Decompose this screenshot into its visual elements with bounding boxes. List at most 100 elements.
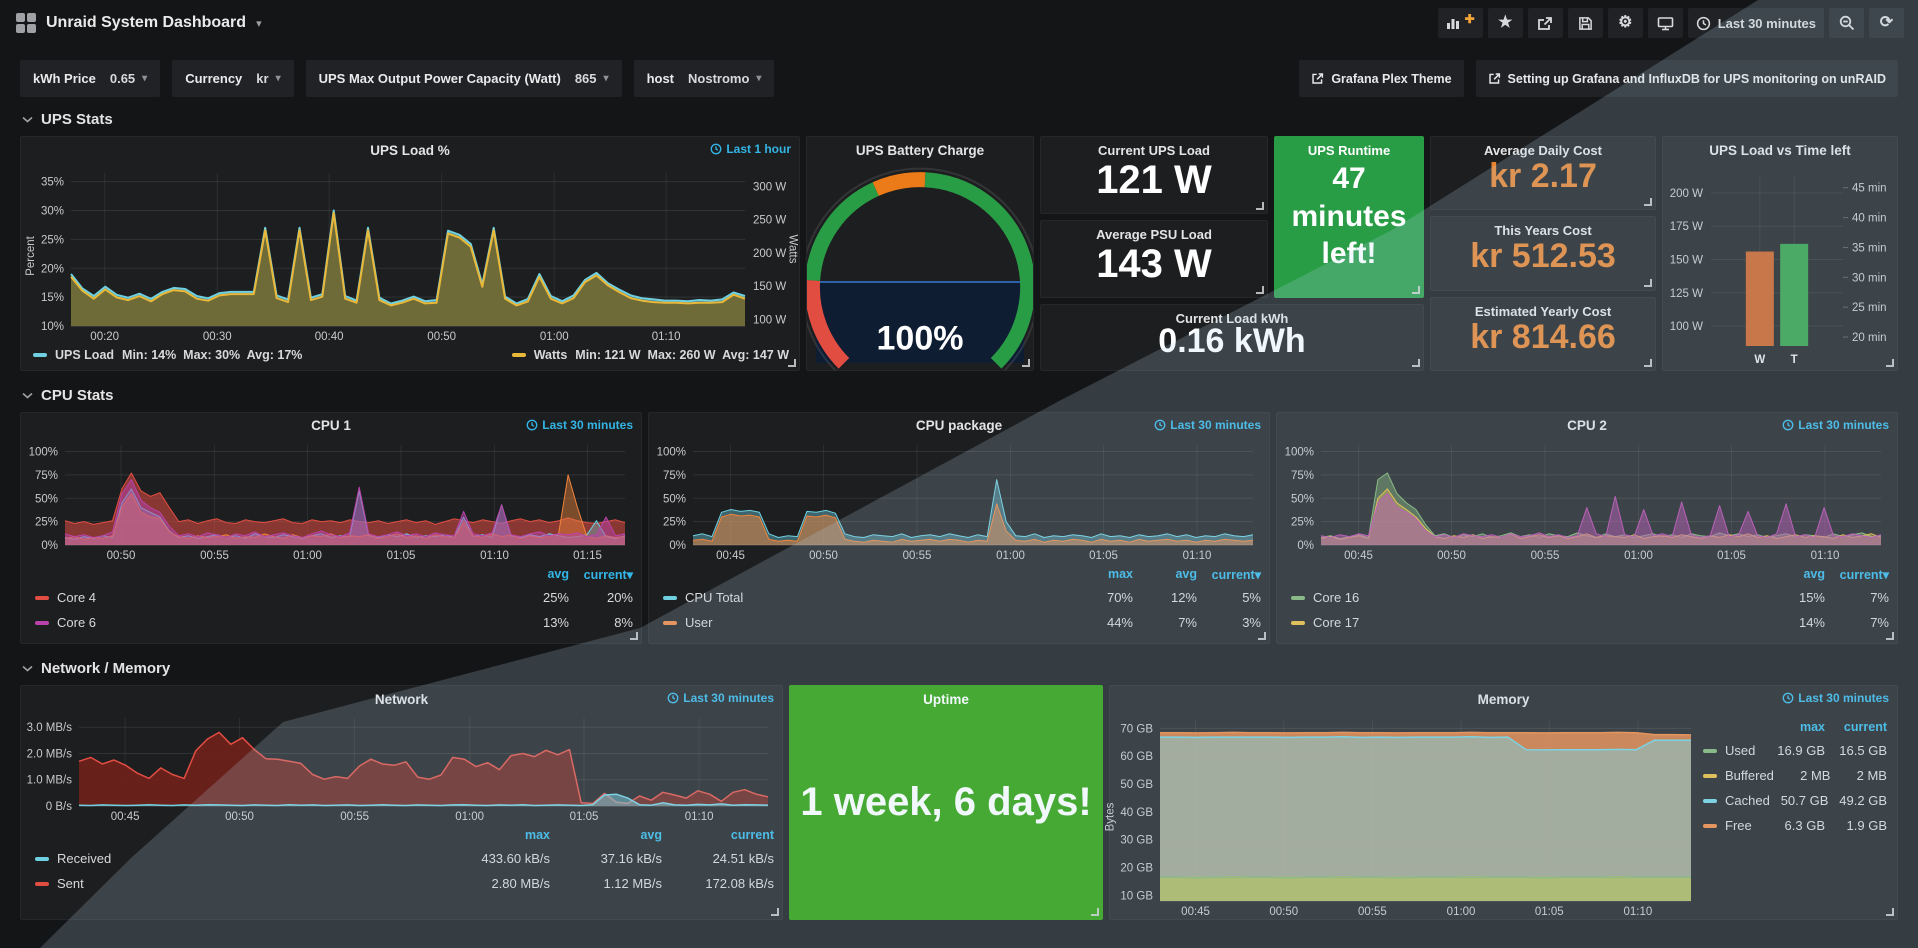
legend-col-header[interactable]: avg	[547, 567, 569, 581]
legend-swatch	[511, 353, 526, 357]
legend-series-name[interactable]: Core 6	[57, 615, 97, 630]
refresh-button[interactable]: ⟳	[1869, 8, 1904, 38]
legend-row: Core 16 15% 7%	[1291, 585, 1889, 610]
legend-col-header[interactable]: current▾	[1211, 567, 1261, 582]
zoom-out-button[interactable]	[1829, 8, 1864, 38]
star-button[interactable]: ★	[1487, 8, 1523, 38]
link-grafana-plex-theme[interactable]: Grafana Plex Theme	[1299, 60, 1464, 97]
panel-title[interactable]: UPS Battery Charge	[855, 142, 985, 158]
cpu1-chart[interactable]: 00:50 00:55 01:00 01:05 01:10 01:15 0% 25% 50% 75…	[23, 437, 639, 563]
add-panel-button[interactable]: ✚	[1437, 8, 1483, 38]
dashboard-title[interactable]: Unraid System Dashboard	[46, 14, 247, 31]
panel-title[interactable]: UPS Runtime	[1307, 143, 1391, 158]
legend-series-name[interactable]: Used	[1725, 743, 1756, 758]
legend-value: 7%	[1870, 590, 1889, 605]
panel-title[interactable]: Memory	[1477, 691, 1530, 707]
panel-time-range[interactable]: Last 30 minutes	[1782, 418, 1889, 432]
panel-title[interactable]: This Years Cost	[1494, 223, 1592, 239]
dashboard-grid-icon[interactable]	[16, 13, 36, 33]
panel-time-range[interactable]: Last 30 minutes	[667, 691, 774, 705]
legend-swatch	[663, 620, 677, 625]
panel-title[interactable]: UPS Load %	[370, 142, 450, 158]
legend-series-name[interactable]: UPS Load	[55, 348, 115, 362]
load-vs-time-bar-chart[interactable]: 100 W 125 W 150 W 175 W 200 W 20 min 25 min 30 …	[1663, 163, 1897, 368]
legend-series-name[interactable]: CPU Total	[685, 590, 744, 605]
panel-title[interactable]: Average PSU Load	[1096, 227, 1212, 242]
legend-col-header[interactable]: current	[1843, 720, 1887, 734]
svg-text:15%: 15%	[41, 292, 64, 304]
legend-row: Core 17 14% 7%	[1291, 610, 1889, 635]
panel-title[interactable]: UPS Load vs Time left	[1709, 142, 1851, 158]
section-cpu-stats[interactable]: CPU Stats	[22, 387, 1898, 404]
settings-button[interactable]: ⚙	[1607, 8, 1643, 38]
tv-mode-button[interactable]	[1647, 8, 1683, 38]
legend-col-header[interactable]: avg	[640, 828, 662, 842]
panel-title[interactable]: CPU 2	[1567, 417, 1607, 433]
time-range-button[interactable]: Last 30 minutes	[1687, 8, 1824, 38]
battery-charge-gauge[interactable]: 02050100100%	[807, 163, 1033, 370]
share-button[interactable]	[1527, 8, 1563, 38]
cpu2-chart[interactable]: 00:45 00:50 00:55 01:00 01:05 01:10 0% 25% 50% 75…	[1279, 437, 1895, 563]
panel-title[interactable]: Network	[374, 691, 429, 707]
variable-kwh-price[interactable]: kWh Price 0.65 ▾	[20, 60, 161, 97]
svg-text:0 B/s: 0 B/s	[46, 801, 72, 813]
legend-series-name[interactable]: Watts	[533, 348, 568, 362]
section-ups-stats[interactable]: UPS Stats	[22, 111, 1898, 128]
panel-time-range[interactable]: Last 30 minutes	[1782, 691, 1889, 705]
panel-title[interactable]: Current UPS Load	[1098, 143, 1210, 158]
legend-series-name[interactable]: Free	[1725, 818, 1752, 833]
svg-text:100%: 100%	[29, 447, 58, 459]
panel-title[interactable]: Estimated Yearly Cost	[1474, 303, 1612, 319]
legend-series-name[interactable]: Core 16	[1313, 590, 1360, 605]
legend-series-name[interactable]: User	[685, 615, 713, 630]
network-chart[interactable]: 00:45 00:50 00:55 01:00 01:05 01:10 0 B/s 1.0 M…	[21, 712, 782, 824]
ups-load-chart[interactable]: 00:20 00:30 00:40 00:50 01:00 01:10 10% 15% 20% 2…	[25, 163, 795, 344]
legend-series-name[interactable]: Cached	[1725, 793, 1770, 808]
panel-title[interactable]: Uptime	[923, 691, 969, 707]
legend-series-name[interactable]: Sent	[57, 876, 84, 891]
memory-chart[interactable]: 00:45 00:50 00:55 01:00 01:05 01:10 10 GB 20 GB…	[1110, 712, 1701, 919]
svg-text:00:55: 00:55	[903, 550, 932, 562]
legend-col-header[interactable]: max	[1107, 567, 1133, 581]
save-button[interactable]	[1567, 8, 1603, 38]
link-ups-monitoring-guide[interactable]: Setting up Grafana and InfluxDB for UPS …	[1475, 60, 1898, 97]
panel-time-range[interactable]: Last 30 minutes	[1154, 418, 1261, 432]
variable-currency[interactable]: Currency kr ▾	[172, 60, 294, 97]
legend-value: 2.80 MB/s	[491, 876, 550, 891]
legend-col-header[interactable]: avg	[1175, 567, 1197, 581]
legend-series-name[interactable]: Buffered	[1725, 768, 1774, 783]
gear-icon: ⚙	[1618, 14, 1633, 31]
svg-text:00:45: 00:45	[716, 550, 745, 562]
svg-text:175 W: 175 W	[1670, 221, 1703, 233]
section-title: Network / Memory	[41, 660, 171, 677]
svg-text:01:05: 01:05	[570, 811, 599, 823]
legend-col-header[interactable]: max	[1799, 720, 1825, 734]
legend-col-header[interactable]: avg	[1803, 567, 1825, 581]
legend-value: 13%	[542, 615, 569, 630]
legend-series-name[interactable]: Received	[57, 851, 112, 866]
panel-title[interactable]: CPU 1	[311, 417, 351, 433]
legend-series-name[interactable]: Core 4	[57, 590, 97, 605]
panel-title[interactable]: Current Load kWh	[1175, 311, 1289, 326]
legend-col-header[interactable]: current▾	[1839, 567, 1889, 582]
section-network-memory[interactable]: Network / Memory	[22, 660, 1898, 677]
legend-row: User 44% 7% 3%	[663, 610, 1261, 635]
panel-time-range[interactable]: Last 1 hour	[710, 142, 791, 156]
panel-title[interactable]: Average Daily Cost	[1483, 143, 1602, 158]
panel-title[interactable]: CPU package	[915, 417, 1003, 433]
variable-ups-max-output[interactable]: UPS Max Output Power Capacity (Watt) 865…	[305, 60, 622, 97]
panel-time-range[interactable]: Last 30 minutes	[526, 418, 633, 432]
legend-col-header[interactable]: current▾	[583, 567, 633, 582]
cost-stat-column: Average Daily Cost kr 2.17 This Years Co…	[1430, 136, 1656, 371]
legend-col-header[interactable]: current	[730, 828, 774, 842]
legend-value: 3%	[1242, 615, 1261, 630]
magnifier-minus-icon	[1839, 15, 1854, 31]
legend-value: 37.16 kB/s	[600, 851, 662, 866]
section-title: CPU Stats	[41, 387, 114, 404]
legend-col-header[interactable]: max	[524, 828, 550, 842]
variable-host[interactable]: host Nostromo ▾	[633, 60, 775, 97]
plus-icon: ✚	[1464, 12, 1475, 26]
legend-series-name[interactable]: Core 17	[1313, 615, 1360, 630]
cpu-package-chart[interactable]: 00:45 00:50 00:55 01:00 01:05 01:10 0% 25% 50% 75…	[651, 437, 1267, 563]
panel-cpu-package: CPU package Last 30 minutes 00:45 00:50 00…	[648, 412, 1270, 644]
